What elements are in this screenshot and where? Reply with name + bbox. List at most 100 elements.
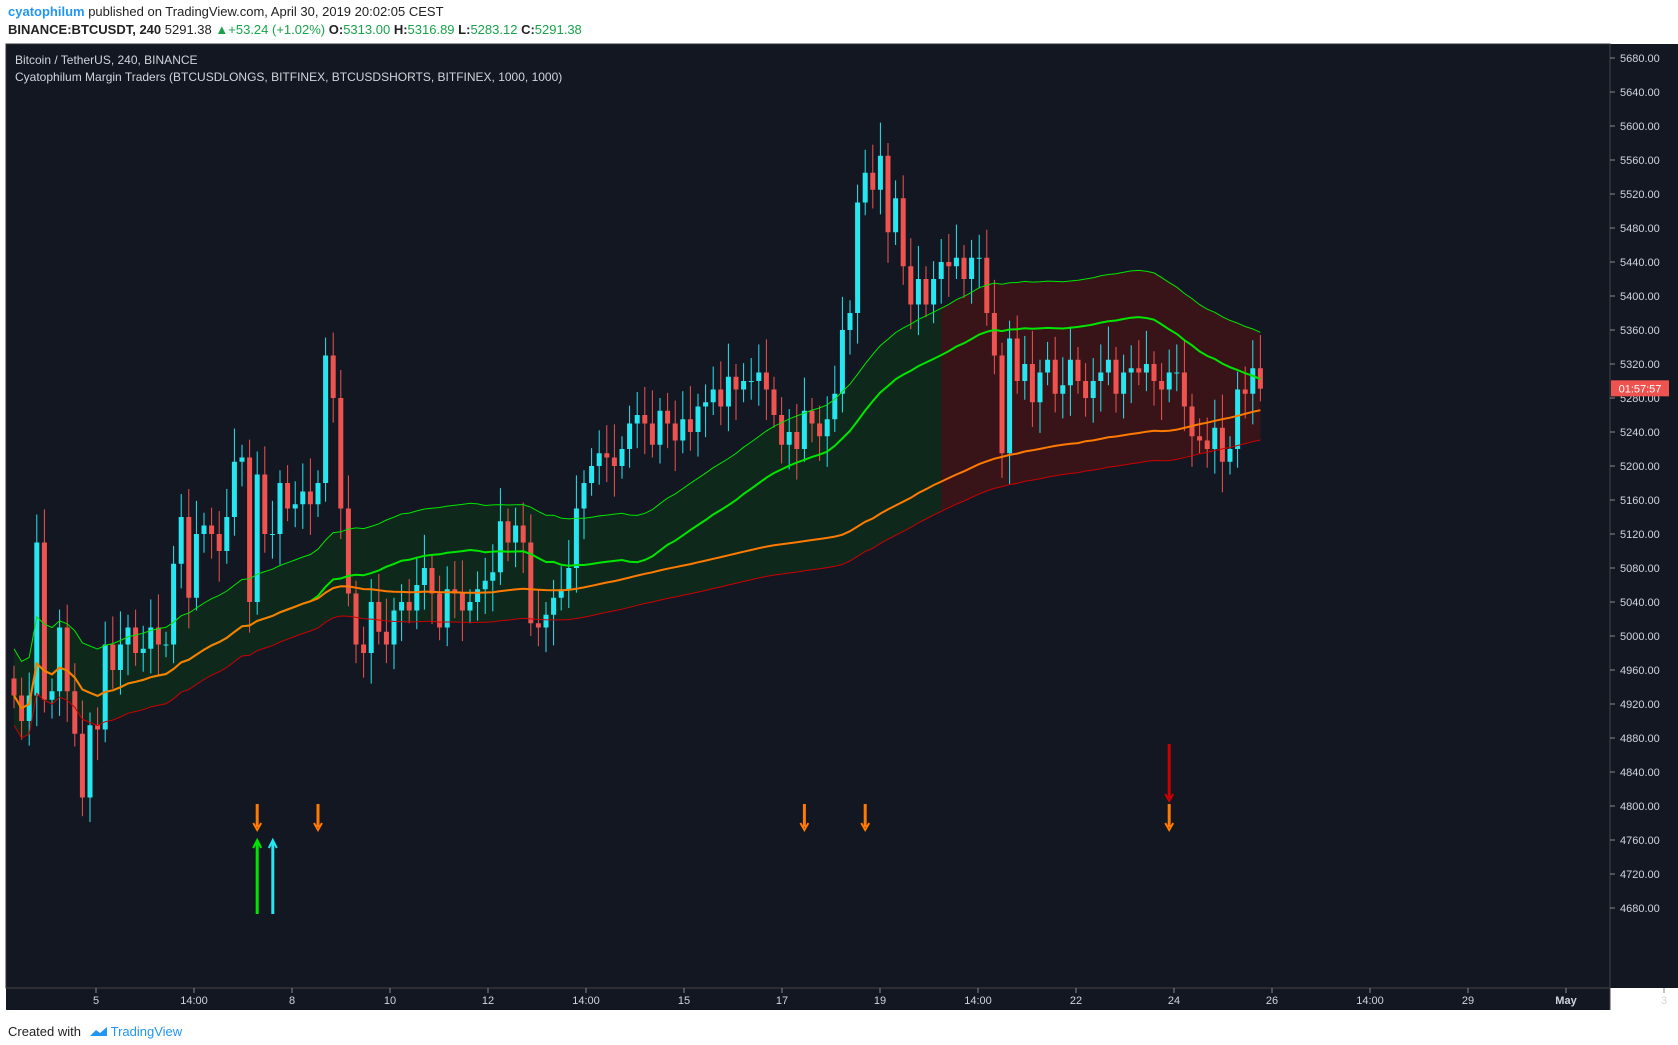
short-signal-arrowhead xyxy=(252,822,263,833)
candle-body xyxy=(482,580,488,590)
candle-body xyxy=(969,257,975,279)
candle-body xyxy=(573,508,579,568)
x-tick-label: 14:00 xyxy=(180,995,208,1007)
time-axis[interactable] xyxy=(6,988,1610,1010)
candle-body xyxy=(490,572,496,581)
candle-body xyxy=(771,389,777,415)
candle-body xyxy=(148,627,154,649)
y-tick-label: 5440.00 xyxy=(1620,257,1660,269)
candle-body xyxy=(862,172,868,203)
candle-body xyxy=(399,602,405,611)
candle-body xyxy=(64,627,70,692)
candle-body xyxy=(551,597,557,615)
candle-body xyxy=(247,457,253,602)
candle-body xyxy=(345,508,351,594)
candle-body xyxy=(1136,368,1142,373)
candle-body xyxy=(1052,359,1058,394)
candle-body xyxy=(254,474,260,602)
indicator-legend[interactable]: Cyatophilum Margin Traders (BTCUSDLONGS,… xyxy=(15,70,563,84)
candle-body xyxy=(459,593,465,611)
candle-body xyxy=(870,172,876,190)
candle-body xyxy=(429,568,435,594)
candle-body xyxy=(1235,389,1241,449)
price-axis[interactable] xyxy=(1610,44,1678,988)
candle-body xyxy=(908,266,914,305)
candle-body xyxy=(155,627,161,645)
candle-body xyxy=(923,279,929,305)
candle-body xyxy=(307,491,313,505)
candle-body xyxy=(1250,368,1256,394)
y-tick-label: 5520.00 xyxy=(1620,189,1660,201)
candle-body xyxy=(839,330,845,394)
candle-body xyxy=(467,602,473,611)
tradingview-link[interactable]: TradingView xyxy=(110,1024,183,1039)
candle-body xyxy=(285,483,291,509)
candle-body xyxy=(437,593,443,628)
y-tick-label: 5400.00 xyxy=(1620,291,1660,303)
current-price-tag: 01:57:57 xyxy=(1611,380,1669,397)
candle-body xyxy=(725,376,731,407)
ohlc-bar: BINANCE:BTCUSDT, 240 5291.38 ▲+53.24 (+1… xyxy=(8,22,582,37)
candle-body xyxy=(110,644,116,670)
y-tick-label: 4680.00 xyxy=(1620,903,1660,915)
candle-body xyxy=(589,466,595,483)
x-tick-label: 19 xyxy=(874,995,886,1007)
candle-body xyxy=(627,423,633,449)
y-tick-label: 5680.00 xyxy=(1620,53,1660,65)
publish-text: published on TradingView.com, April 30, … xyxy=(88,4,444,19)
candle-body xyxy=(72,691,78,734)
y-tick-label: 4800.00 xyxy=(1620,801,1660,813)
candle-body xyxy=(938,262,944,279)
x-tick-label: 10 xyxy=(384,995,396,1007)
candle-body xyxy=(163,644,169,646)
candle-body xyxy=(953,257,959,267)
y-tick-label: 5640.00 xyxy=(1620,87,1660,99)
price-chart[interactable]: 4680.00 4720.00 4760.00 4800.00 4840.00 4880.… xyxy=(0,42,1678,1010)
candle-body xyxy=(672,423,678,441)
x-tick-label: 24 xyxy=(1168,995,1180,1007)
footer: Created with TradingView xyxy=(8,1024,182,1039)
candle-body xyxy=(680,419,686,441)
x-tick-label: 8 xyxy=(289,995,295,1007)
candle-body xyxy=(11,678,17,696)
candle-body xyxy=(505,521,511,543)
candle-body xyxy=(779,415,785,445)
close-value: 5291.38 xyxy=(534,22,582,37)
candle-body xyxy=(596,453,602,466)
candle-body xyxy=(209,525,215,534)
candle-body xyxy=(741,381,747,390)
candle-body xyxy=(353,593,359,645)
candle-body xyxy=(1204,440,1210,449)
candle-body xyxy=(733,376,739,390)
close-label: C: xyxy=(521,22,535,37)
candle-body xyxy=(991,313,997,356)
candle-body xyxy=(1227,449,1233,462)
candle-body xyxy=(186,517,192,598)
candle-body xyxy=(140,648,146,653)
candle-body xyxy=(801,410,807,449)
x-tick-label: 14:00 xyxy=(964,995,992,1007)
candle-body xyxy=(1151,364,1157,381)
candle-body xyxy=(421,568,427,585)
up-arrow-icon: ▲ xyxy=(215,22,229,37)
author-link[interactable]: cyatophilum xyxy=(8,4,85,19)
candle-body xyxy=(1174,372,1180,374)
low-value: 5283.12 xyxy=(470,22,518,37)
candle-body xyxy=(323,355,329,483)
high-value: 5316.89 xyxy=(407,22,455,37)
candle-body xyxy=(1113,359,1119,394)
y-tick-label: 4880.00 xyxy=(1620,733,1660,745)
candle-body xyxy=(1037,372,1043,403)
y-tick-label: 4720.00 xyxy=(1620,869,1660,881)
signals-layer xyxy=(252,744,1175,914)
candle-body xyxy=(710,389,716,403)
candle-body xyxy=(201,525,207,534)
candle-body xyxy=(756,372,762,381)
candle-body xyxy=(49,691,55,700)
candle-body xyxy=(338,398,344,509)
y-axis-labels: 4680.00 4720.00 4760.00 4800.00 4840.00 4880.… xyxy=(1610,53,1660,915)
candle-body xyxy=(885,155,891,233)
candle-body xyxy=(558,589,564,598)
y-tick-label: 4840.00 xyxy=(1620,767,1660,779)
slow-ma-line xyxy=(13,409,1261,710)
